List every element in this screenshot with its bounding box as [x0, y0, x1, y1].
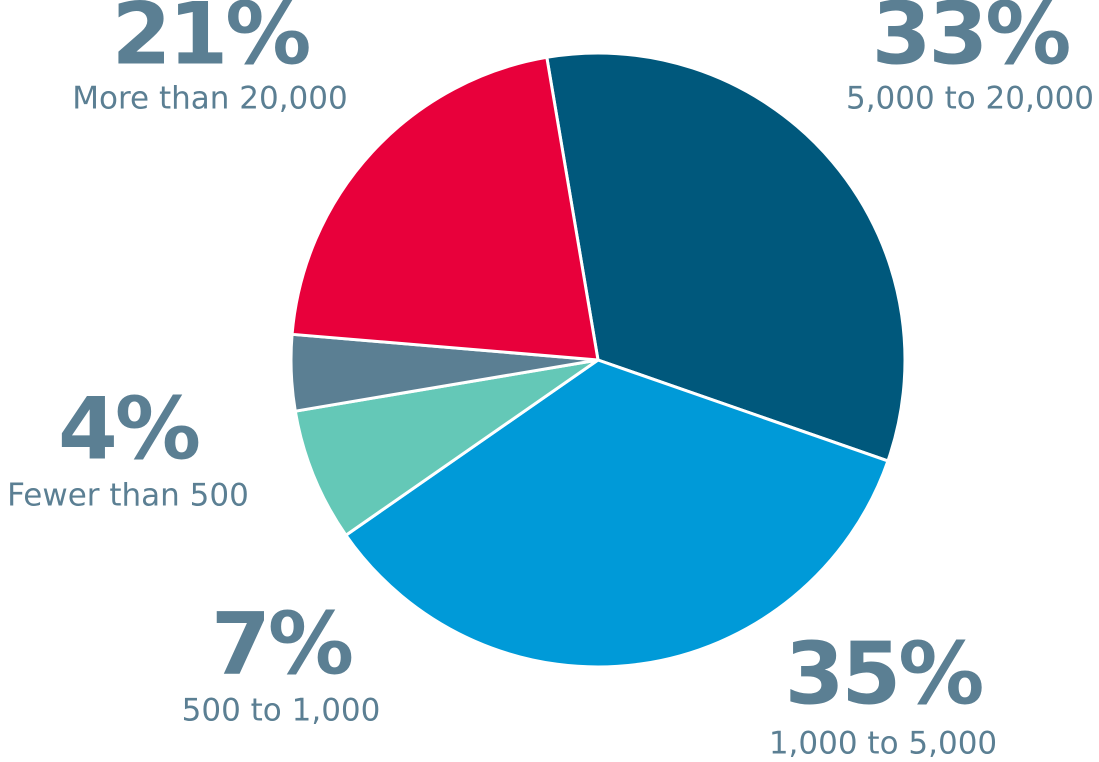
pie-slice — [545, 51, 907, 463]
category-label: More than 20,000 — [72, 81, 347, 117]
category-label: 5,000 to 20,000 — [846, 81, 1094, 117]
value-label: 35% — [785, 624, 983, 724]
value-label: 21% — [112, 0, 310, 84]
value-label: 7% — [211, 594, 352, 694]
value-label: 4% — [58, 379, 199, 479]
value-label: 33% — [872, 0, 1070, 84]
pie-slice — [290, 55, 600, 362]
category-label: Fewer than 500 — [7, 478, 249, 514]
category-label: 500 to 1,000 — [182, 693, 381, 729]
category-label: 1,000 to 5,000 — [769, 726, 997, 762]
pie-slice — [343, 358, 890, 669]
pie-slice — [293, 358, 599, 538]
